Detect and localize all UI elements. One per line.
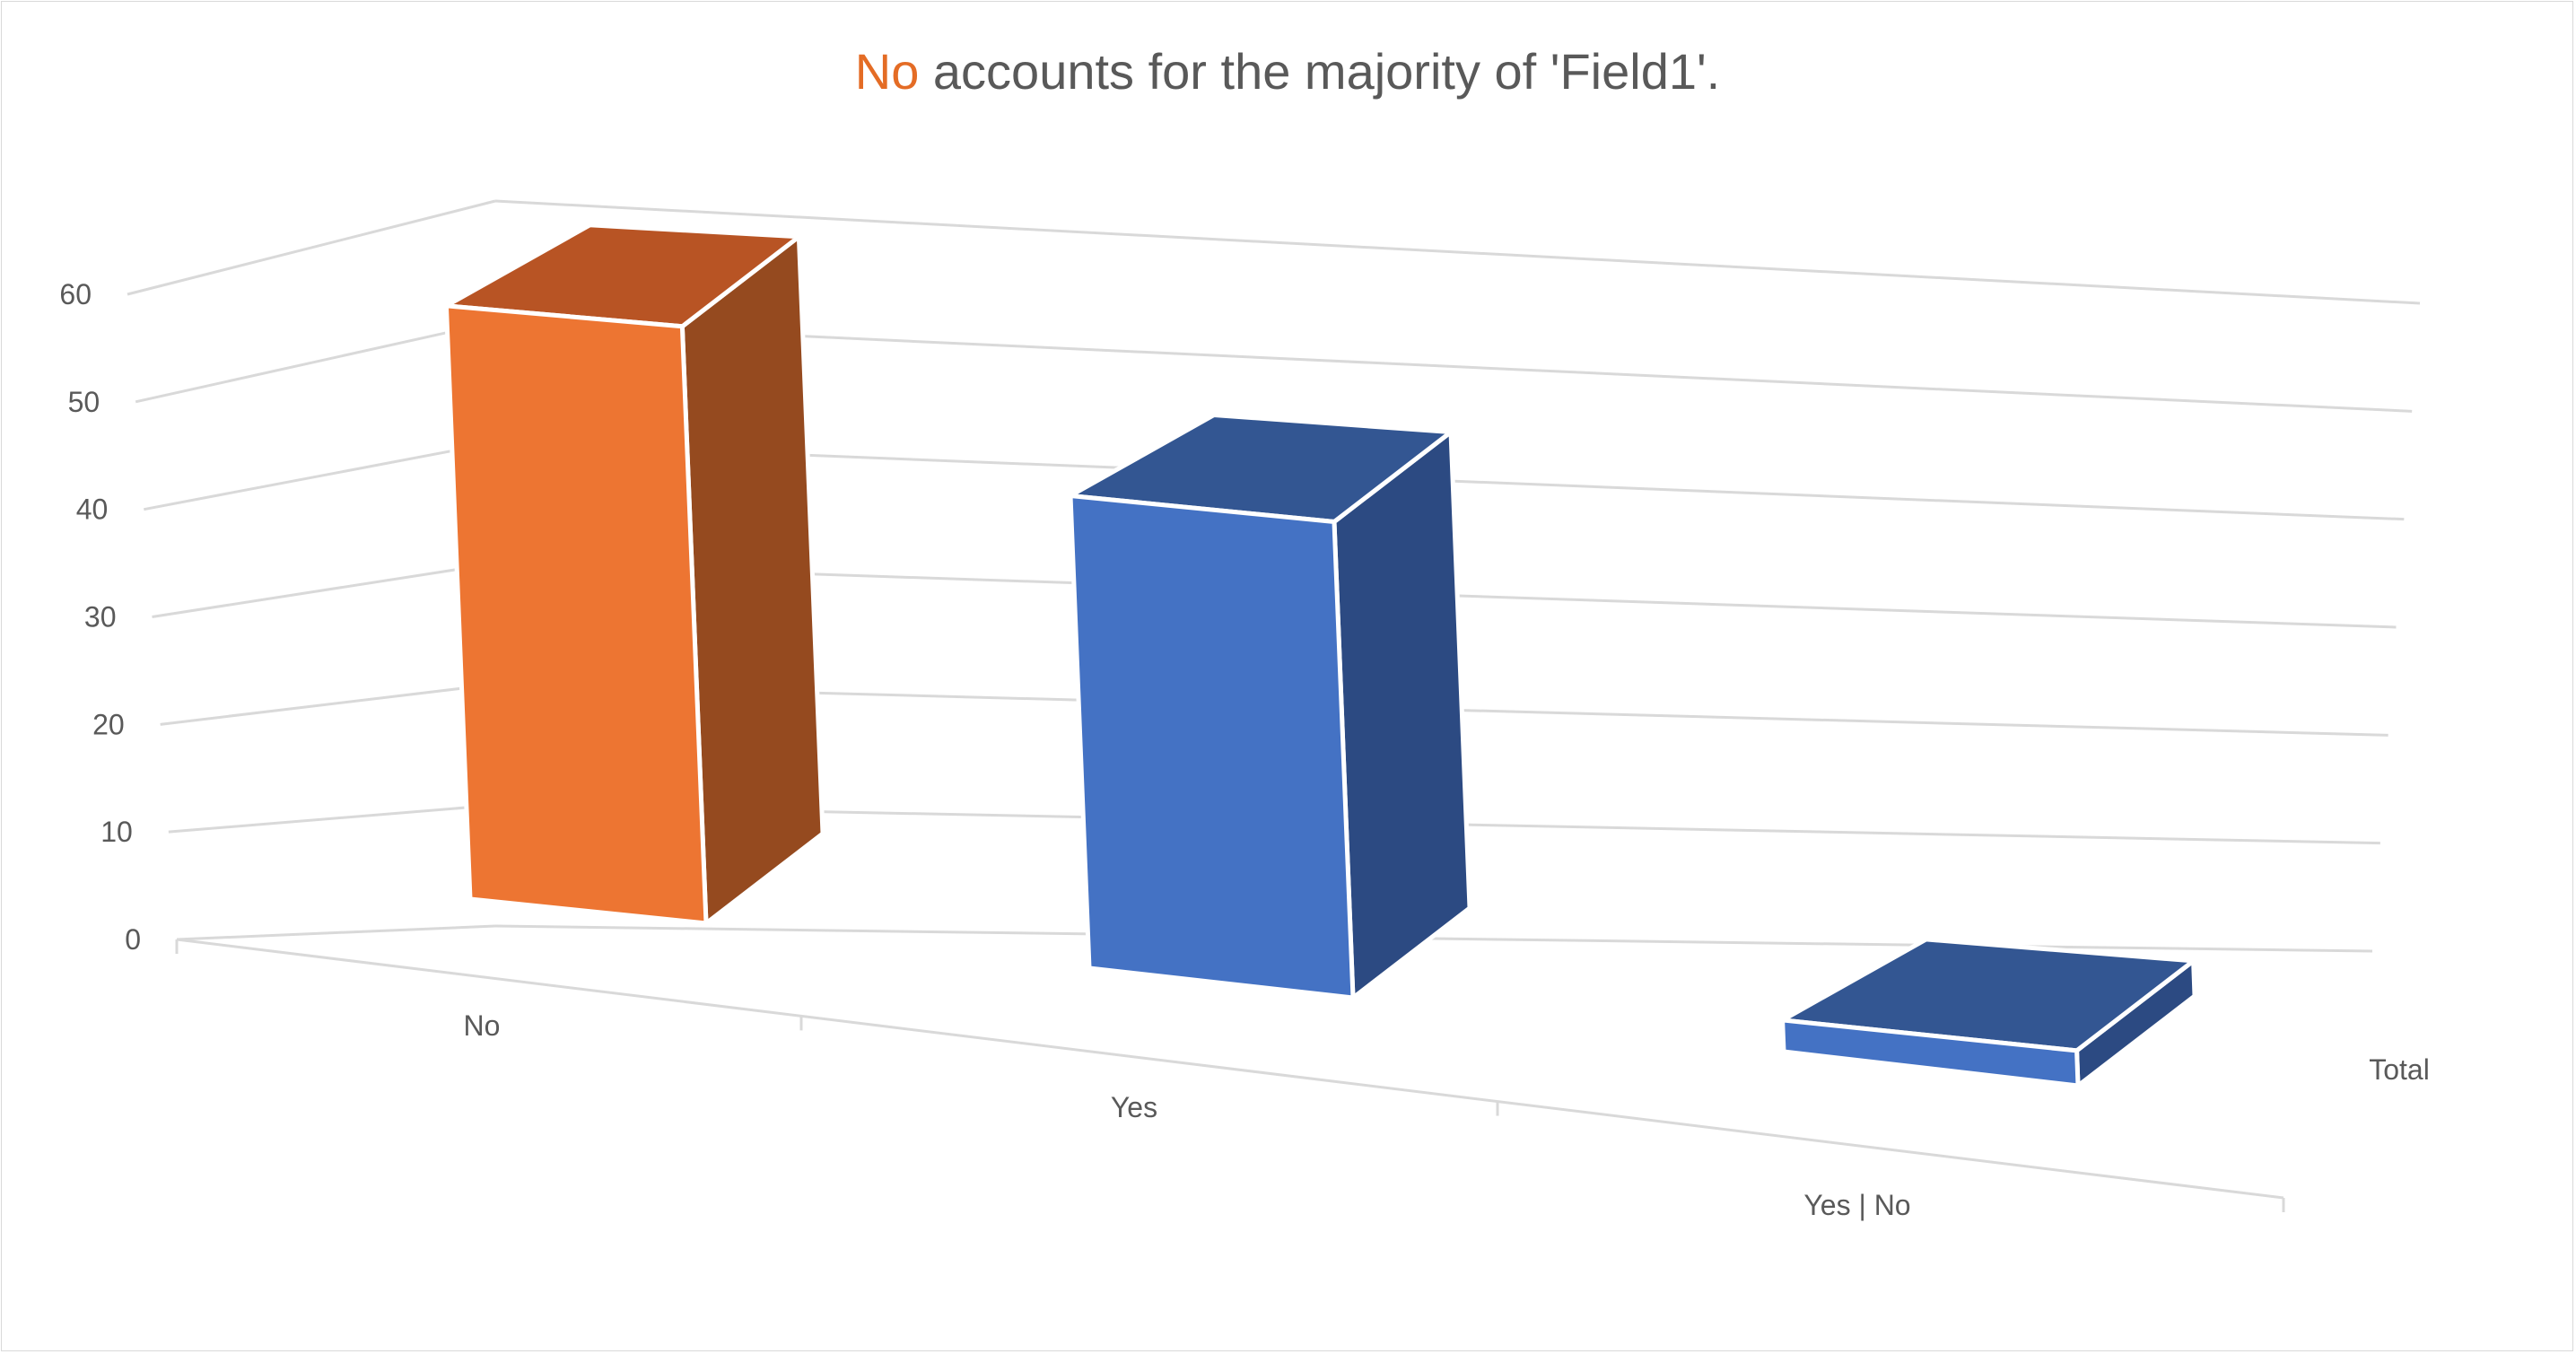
x-category-label: No bbox=[464, 1009, 501, 1042]
axes bbox=[175, 938, 2285, 1212]
y-tick-label: 40 bbox=[76, 494, 109, 526]
gridline-side-40 bbox=[144, 441, 496, 511]
y-tick-label: 60 bbox=[59, 278, 92, 310]
gridline-side-20 bbox=[160, 683, 496, 726]
y-tick-label: 50 bbox=[68, 386, 100, 418]
y-tick-label: 20 bbox=[92, 708, 125, 740]
gridline-back-0 bbox=[494, 924, 2373, 953]
gridline-side-10 bbox=[168, 803, 496, 834]
bar-front-2 bbox=[1780, 1018, 2081, 1088]
chart-title: No accounts for the majority of 'Field1'… bbox=[855, 43, 1720, 100]
bar-front-1 bbox=[1068, 494, 1356, 1000]
labels: 0 10 20 30 40 50 60 No Yes Yes | No Total bbox=[59, 278, 2429, 1221]
chart-title-part-1: accounts for the majority of 'Field1'. bbox=[919, 43, 1720, 100]
y-tick-label: 10 bbox=[100, 816, 133, 848]
gridline-side-0 bbox=[176, 924, 496, 941]
bars bbox=[443, 223, 2197, 1088]
x-category-label: Yes | No bbox=[1803, 1189, 1910, 1221]
gridline-back-60 bbox=[494, 199, 2421, 305]
gridline-back-50 bbox=[494, 320, 2413, 413]
gridline-side-50 bbox=[135, 320, 496, 404]
gridline-side-60 bbox=[127, 199, 496, 296]
y-tick-label: 30 bbox=[84, 601, 117, 633]
series-axis-label: Total bbox=[2369, 1053, 2430, 1086]
x-category-label: Yes bbox=[1111, 1091, 1157, 1123]
x-axis-line bbox=[176, 938, 2284, 1200]
bar-front-0 bbox=[443, 303, 709, 926]
chart-title-part-0: No bbox=[855, 43, 920, 100]
gridline-side-30 bbox=[152, 562, 496, 618]
bar-side-1 bbox=[1332, 430, 1472, 1000]
y-tick-label: 0 bbox=[125, 923, 141, 956]
